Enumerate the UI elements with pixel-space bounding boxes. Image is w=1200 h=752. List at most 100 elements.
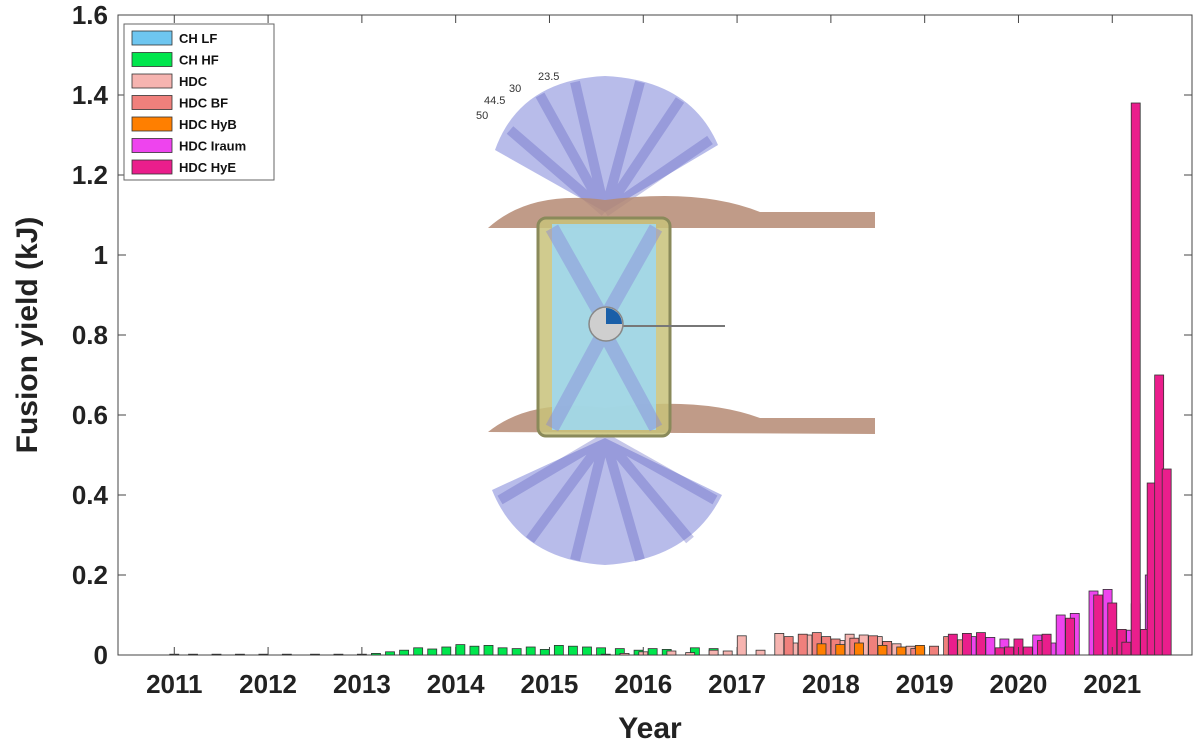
legend-label: HDC BF [179, 96, 228, 111]
bar-ch-lf [235, 653, 245, 656]
x-tick-label: 2018 [802, 669, 860, 699]
legend-swatch [131, 95, 173, 110]
bar-ch-lf [211, 653, 222, 656]
x-tick-label: 2021 [1083, 669, 1141, 699]
legend-swatch [131, 30, 173, 46]
bar-hdc [619, 653, 630, 656]
legend-label: HDC HyE [179, 160, 236, 175]
bar-hdc-bf [783, 636, 794, 656]
bar-ch-hf [413, 647, 424, 656]
x-tick-label: 2014 [427, 669, 485, 699]
legend-swatch [131, 159, 173, 175]
x-tick-label: 2020 [990, 669, 1048, 699]
bar-ch-lf [333, 653, 344, 656]
bar-hdc [708, 649, 719, 656]
bar-ch-hf [525, 646, 536, 656]
bar-hdc [736, 635, 747, 656]
y-tick-label: 0.8 [72, 320, 108, 350]
bar-ch-hf [568, 645, 578, 656]
legend-swatch [131, 138, 173, 153]
bar-hdc [685, 652, 696, 656]
bar-hdc-hye [1093, 594, 1104, 656]
bar-hdc-hyb [915, 645, 925, 656]
legend-swatch [131, 73, 173, 89]
y-tick-label: 1.2 [72, 160, 108, 190]
bar-hdc-hye [1041, 633, 1052, 656]
y-tick-label: 0 [94, 640, 108, 670]
y-tick-label: 1.6 [72, 0, 108, 30]
bar-hdc-bf [797, 633, 808, 656]
x-tick-label: 2013 [333, 669, 391, 699]
bar-ch-lf [258, 653, 269, 656]
bar-ch-hf [647, 648, 658, 656]
bar-ch-hf [582, 646, 592, 656]
bar-ch-hf [371, 653, 381, 656]
bar-hdc [600, 653, 611, 656]
inset-angle-label: 44.5 [484, 95, 505, 107]
bar-hdc-hyb [835, 644, 846, 656]
bar-hdc [755, 649, 766, 656]
legend-swatch [131, 52, 173, 67]
bar-hdc-hyb [854, 642, 864, 656]
y-tick-label: 1 [94, 240, 108, 270]
bar-hdc-hyb [816, 643, 827, 656]
x-tick-label: 2017 [708, 669, 766, 699]
bar-hdc-bf [868, 635, 878, 656]
bar-ch-hf [539, 649, 550, 656]
bar-ch-hf [427, 648, 438, 656]
bar-hdc-hye [947, 633, 958, 656]
bar-hdc-hye [1022, 646, 1033, 656]
x-tick-label: 2016 [614, 669, 672, 699]
bar-hdc [774, 633, 785, 656]
inset-angle-label: 50 [476, 110, 488, 122]
bar-ch-hf [483, 645, 494, 656]
bar-hdc-bf [929, 645, 939, 656]
legend-label: HDC [179, 74, 208, 89]
x-tick-label: 2011 [146, 669, 202, 699]
y-axis-label: Fusion yield (kJ) [11, 217, 44, 454]
bar-ch-lf [281, 653, 292, 656]
bar-ch-hf [511, 648, 522, 656]
bar-ch-lf [188, 653, 198, 656]
bar-hdc [722, 650, 733, 656]
bar-ch-hf [385, 651, 395, 656]
bar-series-group [169, 102, 1172, 656]
x-axis: 2011 2012 2013 2014 2015 2016 2017 2018 2019 2020… [146, 15, 1141, 699]
bar-ch-hf [469, 645, 480, 656]
x-tick-label: 2012 [239, 669, 297, 699]
hohlraum-diagram: 23.5 30 44.5 50 [476, 71, 875, 565]
bar-hdc-hye [961, 633, 972, 656]
legend: CH LF CH HF HDC HDC BF HDC HyB HDC Iraum HDC H… [123, 23, 275, 181]
legend-label: HDC Iraum [179, 139, 246, 154]
y-tick-label: 0.2 [72, 560, 108, 590]
bar-hdc-hye [994, 647, 1005, 656]
x-tick-label: 2015 [521, 669, 579, 699]
bar-ch-hf [455, 644, 466, 656]
bar-ch-lf [310, 653, 320, 656]
x-axis-label: Year [618, 712, 682, 745]
bar-hdc-hye [1065, 617, 1075, 656]
bar-hdc-hyb [877, 645, 888, 656]
y-axis: 0 0.2 0.4 0.6 0.8 1 1.2 1.4 1.6 [72, 0, 1192, 670]
bar-ch-hf [553, 645, 564, 656]
bar-ch-hf [497, 647, 508, 656]
inset-angle-label: 23.5 [538, 71, 559, 83]
inset-angle-label: 30 [509, 83, 521, 95]
y-tick-label: 0.4 [72, 480, 109, 510]
bar-hdc-hye [1121, 641, 1132, 656]
bar-hdc-iraum [985, 637, 996, 656]
bar-hdc-iraum [1055, 614, 1066, 656]
y-tick-label: 1.4 [72, 80, 109, 110]
bar-hdc-hye [976, 632, 986, 656]
bar-ch-hf [441, 646, 452, 656]
y-tick-label: 0.6 [72, 400, 108, 430]
legend-label: CH HF [179, 53, 219, 68]
bar-ch-hf [399, 649, 409, 656]
bar-hdc-hye [1004, 646, 1014, 656]
x-tick-label: 2019 [896, 669, 954, 699]
legend-label: HDC HyB [179, 117, 237, 132]
bar-hdc-hye [1130, 102, 1141, 656]
bar-hdc-hye [1161, 468, 1172, 656]
bar-hdc-hyb [896, 646, 907, 656]
